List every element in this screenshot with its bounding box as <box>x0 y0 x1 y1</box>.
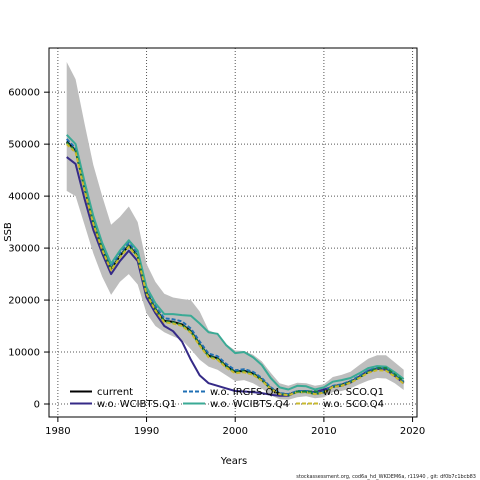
y-axis-label: SSB <box>3 222 14 242</box>
legend-label: w.o. SCO.Q4 <box>323 399 384 410</box>
y-tick-label: 50000 <box>8 140 40 151</box>
series-line-w-o-irgfs-q4 <box>65 138 405 396</box>
y-tick-label: 30000 <box>8 244 40 255</box>
x-tick-label: 2010 <box>311 426 336 437</box>
confidence-band <box>66 62 404 400</box>
series-lines <box>65 134 405 397</box>
legend: current w.o. IRGFS.Q4 w.o. SCO.Q1 w.o. WCIB… <box>70 387 384 410</box>
x-axis-label: Years <box>220 456 247 467</box>
y-tick-label: 0 <box>34 400 40 411</box>
series-line-w-o-sco-q4 <box>66 143 405 397</box>
x-tick-label: 2000 <box>222 426 247 437</box>
legend-label: w.o. WCIBTS.Q4 <box>210 399 289 410</box>
legend-label: w.o. WCIBTS.Q1 <box>97 399 176 410</box>
legend-label: w.o. SCO.Q1 <box>323 387 384 398</box>
x-axis: 1980 1990 2000 2010 2020 <box>45 417 425 437</box>
x-tick-label: 1990 <box>134 426 159 437</box>
x-tick-label: 1980 <box>45 426 70 437</box>
y-tick-label: 40000 <box>8 192 40 203</box>
x-tick-label: 2020 <box>400 426 425 437</box>
y-tick-label: 60000 <box>8 88 40 99</box>
legend-label: current <box>97 387 133 398</box>
series-line-w-o-wcibts-q4 <box>65 134 405 391</box>
y-tick-label: 20000 <box>8 296 40 307</box>
plot-frame <box>48 47 418 418</box>
legend-label: w.o. IRGFS.Q4 <box>210 387 280 398</box>
footer-caption: stockassessment.org, cod6a_hd_WKDEM6a, r… <box>296 474 476 480</box>
y-axis: 0 10000 20000 30000 40000 50000 60000 <box>8 88 49 411</box>
y-tick-label: 10000 <box>8 348 40 359</box>
